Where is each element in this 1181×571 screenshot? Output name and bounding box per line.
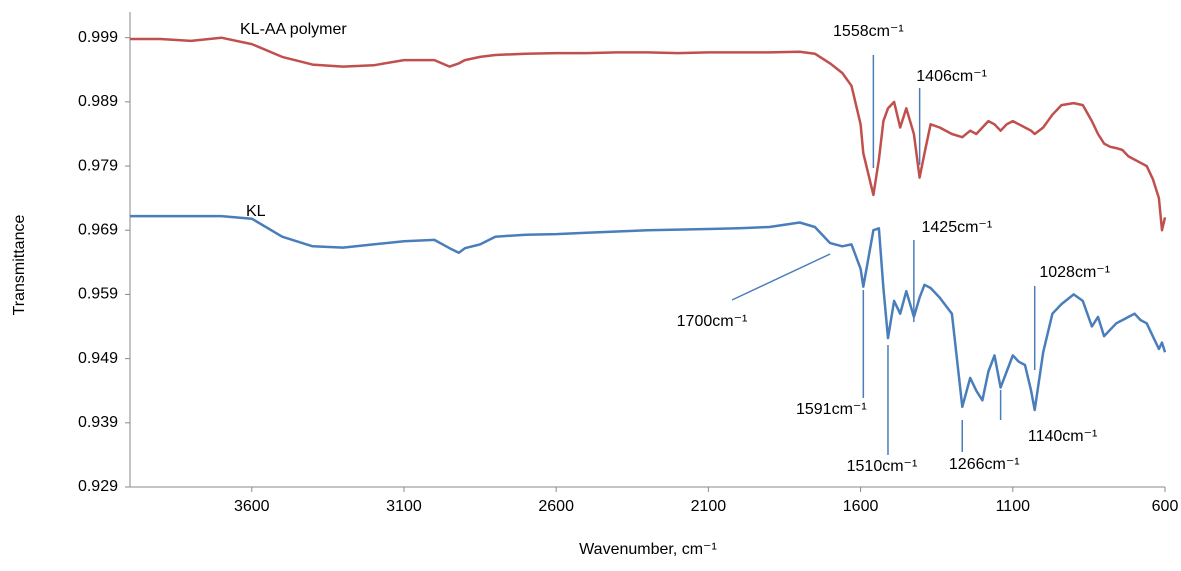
annotation-label: 1591cm⁻¹: [796, 401, 867, 418]
y-tick-label: 0.979: [78, 157, 118, 174]
y-tick-label: 0.949: [78, 350, 118, 367]
annotation-label: 1425cm⁻¹: [922, 219, 993, 236]
annotation-leader: [731, 253, 831, 301]
y-axis-label: Transmittance: [11, 215, 28, 316]
x-axis-label: Wavenumber, cm⁻¹: [579, 541, 717, 558]
x-tick-label: 1600: [843, 498, 879, 515]
series-line: [130, 214, 1167, 412]
annotation-label: 1028cm⁻¹: [1039, 264, 1110, 281]
y-tick-label: 0.939: [78, 414, 118, 431]
series-label: KL-AA polymer: [240, 21, 347, 38]
x-tick-label: 2600: [538, 498, 574, 515]
annotation-label: 1266cm⁻¹: [949, 456, 1020, 473]
y-tick-label: 0.999: [78, 29, 118, 46]
x-tick-label: 600: [1152, 498, 1179, 515]
x-tick-label: 1100: [996, 498, 1031, 515]
annotation-label: 1558cm⁻¹: [833, 23, 904, 40]
annotation-label: 1140cm⁻¹: [1028, 428, 1098, 445]
annotation-label: 1700cm⁻¹: [677, 313, 748, 330]
x-tick-label: 3100: [386, 498, 422, 515]
annotation-label: 1406cm⁻¹: [916, 68, 987, 85]
y-tick-label: 0.969: [78, 221, 118, 238]
y-tick-label: 0.929: [78, 478, 118, 495]
y-tick-label: 0.959: [78, 286, 118, 303]
y-tick-label: 0.989: [78, 93, 118, 110]
x-tick-label: 2100: [691, 498, 727, 515]
series-label: KL: [246, 203, 266, 220]
annotation-label: 1510cm⁻¹: [847, 458, 918, 475]
x-tick-label: 3600: [234, 498, 270, 515]
series-line: [130, 36, 1167, 232]
